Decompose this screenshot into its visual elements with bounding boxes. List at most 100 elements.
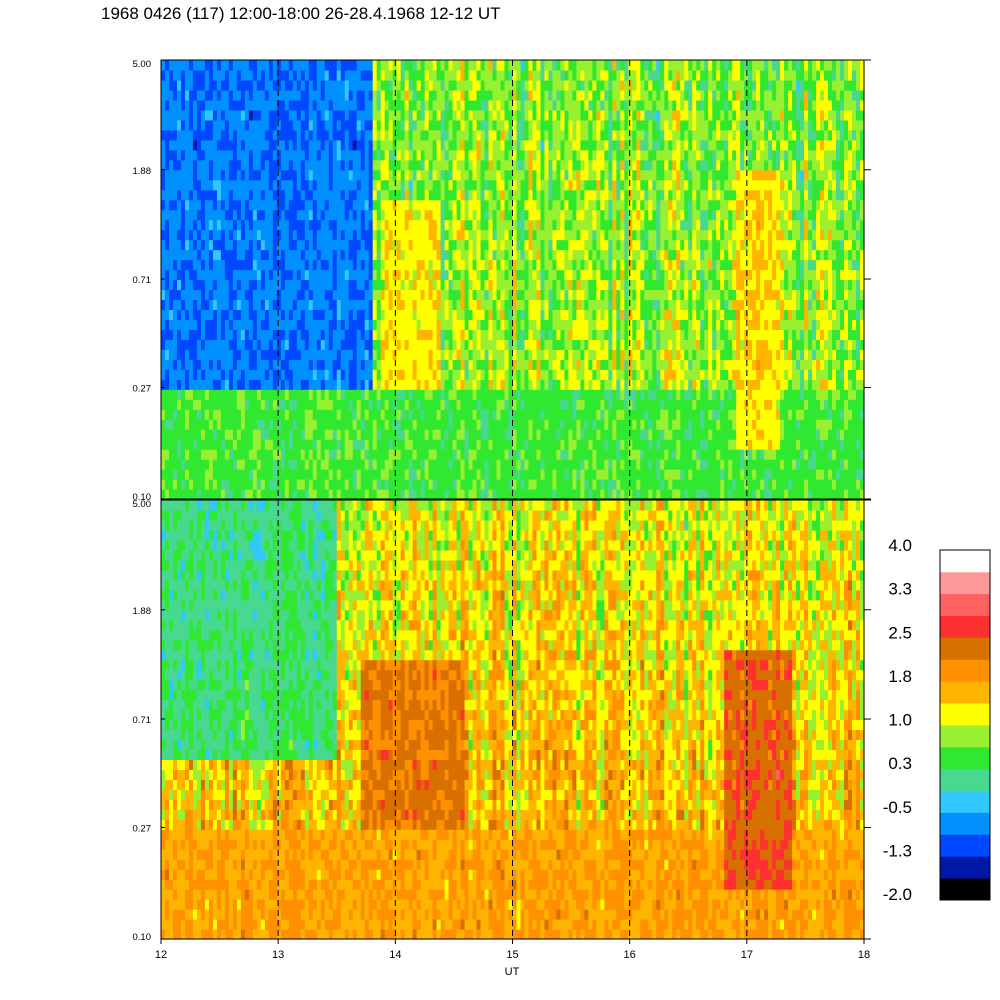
heatmap-cell <box>269 240 274 251</box>
heatmap-cell <box>301 80 306 91</box>
heatmap-cell <box>429 140 434 151</box>
heatmap-cell <box>181 389 186 400</box>
heatmap-cell <box>469 130 474 141</box>
heatmap-cell <box>505 110 510 121</box>
heatmap-cell <box>317 250 322 261</box>
heatmap-cell <box>317 160 322 171</box>
heatmap-cell <box>313 80 318 91</box>
heatmap-cell <box>433 469 438 480</box>
heatmap-cell <box>309 230 314 241</box>
heatmap-cell <box>237 150 242 161</box>
heatmap-cell <box>345 429 350 440</box>
heatmap-cell <box>437 170 442 181</box>
heatmap-cell <box>505 160 510 171</box>
heatmap-cell <box>433 250 438 261</box>
heatmap-cell <box>604 419 609 430</box>
heatmap-cell <box>289 369 294 380</box>
heatmap-cell <box>353 240 358 251</box>
heatmap-cell <box>481 469 486 480</box>
heatmap-cell <box>497 110 502 121</box>
heatmap-cell <box>245 359 250 370</box>
heatmap-cell <box>377 140 382 151</box>
heatmap-cell <box>385 140 390 151</box>
heatmap-cell <box>413 369 418 380</box>
heatmap-cell <box>425 379 430 390</box>
heatmap-cell <box>377 339 382 350</box>
heatmap-cell <box>333 319 338 330</box>
heatmap-cell <box>421 329 426 340</box>
heatmap-cell <box>257 469 262 480</box>
heatmap-cell <box>513 479 518 490</box>
heatmap-cell <box>189 389 194 400</box>
heatmap-cell <box>449 230 454 241</box>
heatmap-cell <box>560 399 565 410</box>
heatmap-cell <box>401 409 406 420</box>
heatmap-cell <box>233 150 238 161</box>
heatmap-cell <box>249 439 254 450</box>
heatmap-cell <box>516 389 521 400</box>
heatmap-cell <box>181 130 186 141</box>
heatmap-cell <box>369 70 374 81</box>
heatmap-cell <box>477 180 482 191</box>
heatmap-cell <box>477 90 482 101</box>
heatmap-cell <box>213 489 218 500</box>
heatmap-cell <box>173 120 178 131</box>
heatmap-cell <box>548 240 553 251</box>
heatmap-cell <box>169 479 174 490</box>
heatmap-cell <box>273 280 278 291</box>
heatmap-cell <box>361 339 366 350</box>
heatmap-cell <box>201 270 206 281</box>
heatmap-cell <box>361 260 366 271</box>
heatmap-cell <box>205 379 210 390</box>
heatmap-cell <box>600 100 605 111</box>
heatmap-cell <box>201 160 206 171</box>
heatmap-cell <box>572 309 577 320</box>
heatmap-cell <box>205 230 210 241</box>
heatmap-cell <box>353 110 358 121</box>
heatmap-cell <box>445 270 450 281</box>
heatmap-cell <box>277 449 282 460</box>
heatmap-cell <box>193 339 198 350</box>
heatmap-cell <box>465 479 470 490</box>
heatmap-cell <box>373 459 378 470</box>
heatmap-cell <box>580 100 585 111</box>
heatmap-cell <box>317 90 322 101</box>
heatmap-cell <box>301 489 306 500</box>
heatmap-cell <box>221 329 226 340</box>
heatmap-cell <box>592 379 597 390</box>
heatmap-cell <box>564 389 569 400</box>
heatmap-cell <box>277 210 282 221</box>
heatmap-cell <box>425 70 430 81</box>
heatmap-cell <box>377 389 382 400</box>
heatmap-cell <box>477 449 482 460</box>
heatmap-cell <box>389 210 394 221</box>
heatmap-cell <box>493 250 498 261</box>
heatmap-cell <box>341 399 346 410</box>
heatmap-cell <box>584 329 589 340</box>
heatmap-cell <box>576 260 581 271</box>
heatmap-cell <box>197 389 202 400</box>
heatmap-cell <box>524 429 529 440</box>
heatmap-cell <box>257 190 262 201</box>
heatmap-cell <box>313 260 318 271</box>
heatmap-cell <box>305 140 310 151</box>
heatmap-cell <box>197 180 202 191</box>
heatmap-cell <box>596 289 601 300</box>
heatmap-cell <box>457 319 462 330</box>
heatmap-cell <box>397 469 402 480</box>
heatmap-cell <box>201 369 206 380</box>
heatmap-cell <box>501 319 506 330</box>
heatmap-cell <box>249 90 254 101</box>
heatmap-cell <box>237 100 242 111</box>
heatmap-cell <box>245 160 250 171</box>
heatmap-cell <box>584 299 589 310</box>
heatmap-cell <box>477 289 482 300</box>
heatmap-cell <box>353 250 358 261</box>
heatmap-cell <box>552 489 557 500</box>
heatmap-cell <box>221 419 226 430</box>
heatmap-cell <box>421 299 426 310</box>
heatmap-cell <box>405 479 410 490</box>
heatmap-cell <box>457 170 462 181</box>
heatmap-cell <box>437 329 442 340</box>
heatmap-cell <box>189 190 194 201</box>
